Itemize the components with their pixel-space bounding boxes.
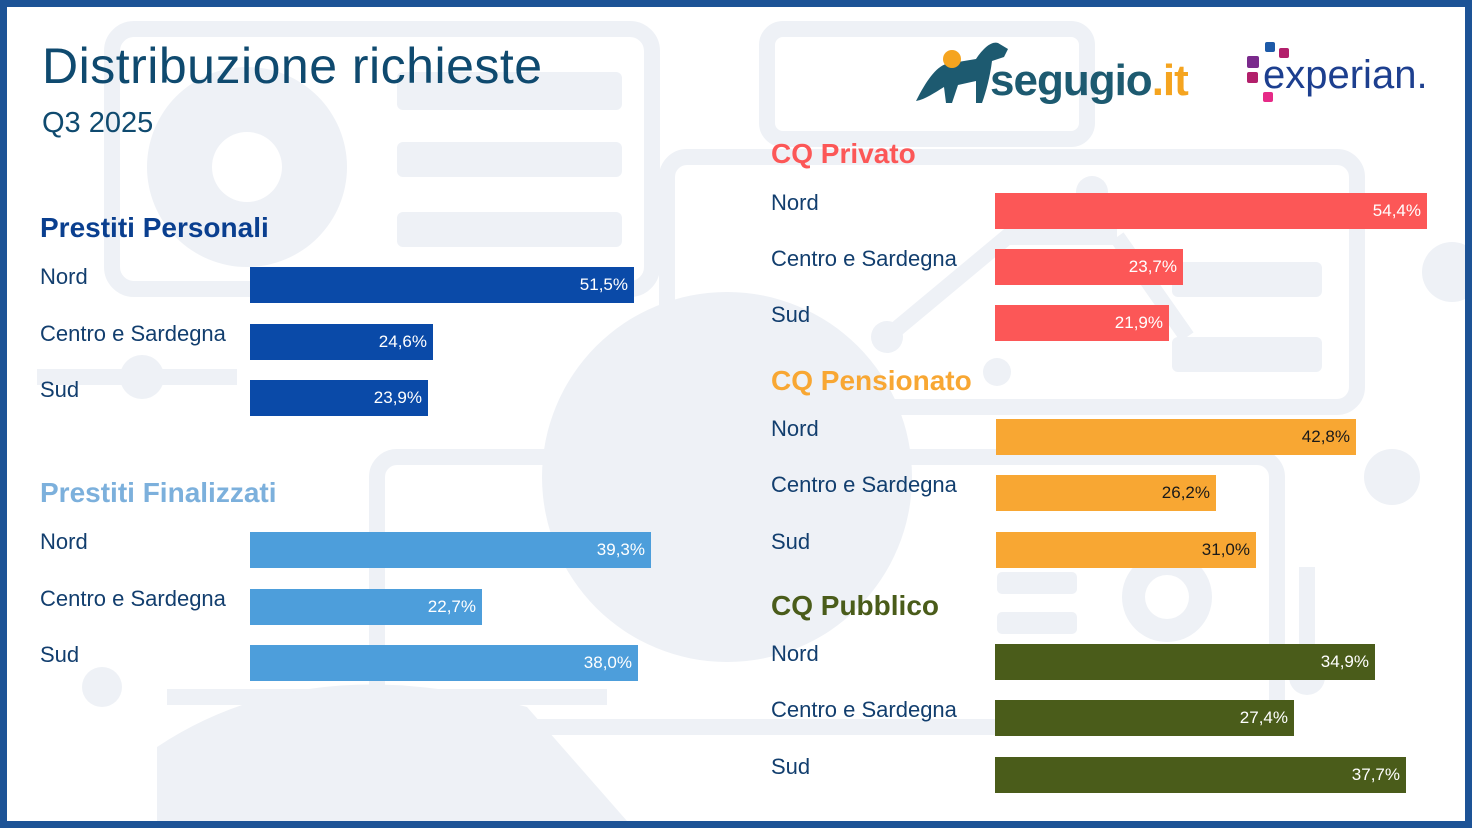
category-label: Centro e Sardegna (40, 321, 226, 346)
experian-logo-text: experian. (1263, 53, 1428, 97)
data-label: 27,4% (1239, 708, 1288, 727)
data-label: 24,6% (378, 332, 427, 351)
bar-sud (995, 305, 1169, 341)
bar-sud (250, 380, 428, 416)
bar-sud (250, 645, 638, 681)
data-label: 23,9% (373, 388, 422, 407)
data-label: 54,4% (1372, 201, 1421, 220)
bar-nord (250, 267, 634, 303)
data-label: 51,5% (579, 275, 628, 294)
data-label: 34,9% (1320, 652, 1369, 671)
dog-icon: segugio.it (916, 42, 1190, 105)
data-label: 39,3% (596, 540, 645, 559)
bar-nord (250, 532, 651, 568)
bar-centro-e-sardegna (995, 249, 1183, 285)
bar-centro-e-sardegna (250, 589, 482, 625)
decorative-background (37, 21, 1465, 821)
chart-title: CQ Pubblico (771, 590, 939, 621)
category-label: Nord (40, 264, 88, 289)
bar-centro-e-sardegna (996, 475, 1216, 511)
data-label: 23,7% (1128, 257, 1177, 276)
category-label: Sud (771, 754, 811, 779)
category-label: Sud (40, 642, 80, 667)
category-label: Sud (771, 529, 811, 554)
main-title: Distribuzione richieste (42, 38, 543, 94)
category-label: Centro e Sardegna (771, 246, 957, 271)
category-label: Nord (771, 641, 819, 666)
bar-centro-e-sardegna (995, 700, 1294, 736)
chart-title: Prestiti Personali (40, 212, 269, 243)
category-label: Centro e Sardegna (771, 697, 957, 722)
bar-centro-e-sardegna (250, 324, 433, 360)
chart-title: Prestiti Finalizzati (40, 477, 277, 508)
charts-container: Prestiti Personali Nord 51,5% Centro e Sard… (7, 7, 1465, 821)
segugio-logo: segugio.it (912, 37, 1212, 117)
bar-sud (995, 757, 1406, 793)
category-label: Sud (771, 302, 811, 327)
bar-nord (995, 193, 1427, 229)
category-label: Nord (771, 416, 819, 441)
data-label: 22,7% (427, 597, 476, 616)
experian-logo: experian. (1243, 42, 1453, 117)
bar-nord (995, 644, 1375, 680)
category-label: Centro e Sardegna (771, 472, 957, 497)
category-label: Nord (771, 190, 819, 215)
chart-title: CQ Pensionato (771, 365, 972, 396)
data-label: 31,0% (1201, 540, 1250, 559)
subtitle: Q3 2025 (42, 107, 154, 139)
data-label: 26,2% (1161, 483, 1210, 502)
bar-nord (996, 419, 1356, 455)
data-label: 21,9% (1114, 313, 1163, 332)
category-label: Sud (40, 377, 80, 402)
data-label: 37,7% (1351, 765, 1400, 784)
data-label: 38,0% (583, 653, 632, 672)
data-label: 42,8% (1301, 427, 1350, 446)
experian-dots-icon: experian. (1247, 42, 1428, 102)
segugio-logo-text: segugio.it (990, 56, 1189, 105)
category-label: Centro e Sardegna (40, 586, 226, 611)
chart-title: CQ Privato (771, 138, 916, 169)
bar-sud (996, 532, 1256, 568)
category-label: Nord (40, 529, 88, 554)
